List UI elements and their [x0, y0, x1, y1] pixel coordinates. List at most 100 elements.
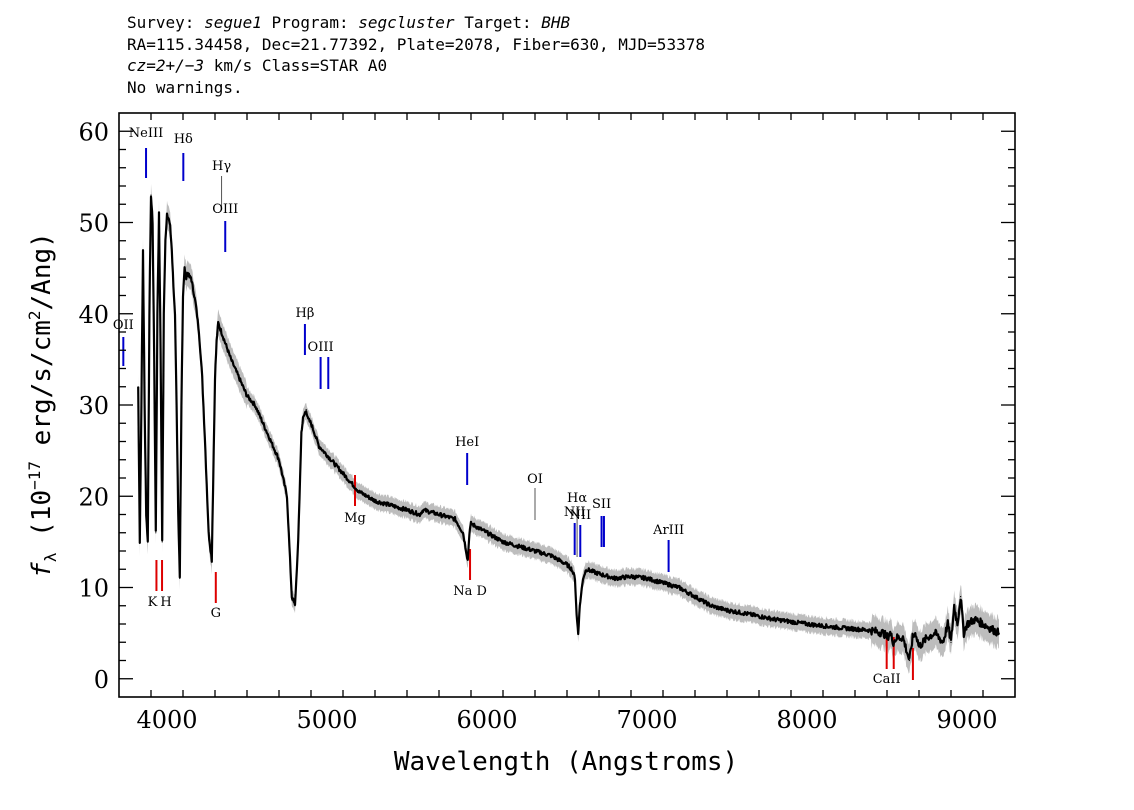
data-point	[164, 240, 166, 242]
line-label-h-: Hγ	[212, 159, 231, 174]
data-point	[998, 632, 1000, 634]
y-tick-label: 40	[78, 301, 109, 329]
data-point	[262, 422, 264, 424]
x-tick-label: 7000	[616, 706, 677, 734]
target-label: Target:	[464, 13, 532, 32]
data-point	[870, 629, 872, 632]
data-point	[147, 541, 149, 543]
data-point	[470, 523, 472, 525]
error-band-layer	[138, 183, 999, 674]
line-label-h-: Hδ	[174, 132, 193, 147]
data-point	[169, 226, 171, 228]
x-tick-label: 8000	[776, 706, 837, 734]
data-point	[140, 404, 142, 406]
line-label-sii: SII	[592, 497, 611, 512]
data-point	[350, 482, 352, 484]
y-tick-label: 50	[78, 210, 109, 238]
data-point	[158, 212, 160, 214]
data-point	[294, 605, 296, 607]
data-point	[310, 422, 312, 424]
header-line-survey: Survey: segue1 Program: segcluster Targe…	[127, 12, 705, 34]
y-tick-label: 0	[94, 666, 109, 694]
data-point	[153, 358, 155, 360]
data-point	[774, 618, 776, 621]
data-point	[889, 632, 891, 634]
data-point	[585, 568, 587, 570]
data-point	[300, 431, 302, 433]
data-point	[571, 568, 573, 570]
x-axis-title: Wavelength (Angstroms)	[394, 747, 738, 777]
data-point	[838, 627, 840, 629]
program-value: segcluster	[358, 13, 455, 32]
data-point	[726, 609, 728, 611]
data-point	[161, 541, 163, 543]
data-point	[225, 345, 227, 347]
data-point	[184, 267, 186, 269]
data-point	[947, 623, 949, 625]
data-point	[214, 377, 216, 379]
data-point	[374, 500, 376, 502]
data-point	[198, 331, 200, 333]
data-point	[166, 212, 168, 214]
data-point	[886, 637, 888, 639]
data-point	[188, 276, 190, 278]
header-line-coordinates: RA=115.34458, Dec=21.77392, Plate=2078, …	[127, 34, 705, 54]
line-label-h: H	[160, 595, 171, 610]
data-point	[963, 632, 965, 634]
data-point	[896, 637, 898, 639]
data-point	[163, 313, 165, 315]
data-point	[160, 349, 162, 351]
data-point	[646, 577, 648, 580]
data-point	[576, 614, 578, 616]
data-point	[204, 450, 206, 452]
data-point	[950, 641, 952, 643]
data-point	[915, 632, 917, 634]
data-point	[201, 377, 203, 379]
data-point	[192, 285, 194, 287]
data-point	[187, 272, 189, 274]
data-point	[390, 504, 392, 506]
y-axis-title: fλ (10−17 erg/s/cm2/Ang)	[25, 232, 60, 578]
data-point	[892, 641, 895, 643]
data-point	[139, 541, 141, 543]
y-tick-label: 30	[78, 392, 109, 420]
data-point	[216, 340, 218, 342]
survey-label: Survey:	[127, 13, 195, 32]
data-point	[190, 276, 192, 278]
x-tick-label: 4000	[136, 706, 197, 734]
survey-value: segue1	[204, 13, 262, 32]
data-point	[454, 518, 456, 520]
data-point	[208, 532, 210, 534]
data-point	[662, 582, 664, 584]
data-point	[982, 623, 984, 625]
data-point	[406, 509, 408, 511]
data-point	[478, 527, 480, 529]
data-point	[238, 377, 240, 379]
data-point	[222, 336, 224, 338]
data-point	[710, 605, 712, 607]
data-point	[502, 541, 504, 543]
data-point	[550, 555, 552, 557]
target-value: BHB	[541, 13, 571, 32]
data-point	[156, 313, 158, 315]
data-point	[966, 623, 968, 625]
data-point	[577, 632, 579, 634]
data-point	[694, 596, 696, 598]
header-line-redshift: cz=2+/−3 km/s Class=STAR A0	[127, 55, 705, 77]
program-label: Program:	[271, 13, 349, 32]
data-point	[171, 249, 173, 251]
line-label-h-: Hβ	[295, 306, 314, 321]
data-point	[342, 472, 344, 474]
data-point	[219, 326, 221, 328]
spectrum-series-layer	[137, 194, 1000, 662]
data-point	[155, 532, 157, 534]
data-point	[630, 575, 632, 578]
spectrum-header: Survey: segue1 Program: segcluster Targe…	[127, 12, 705, 98]
line-label-mg: Mg	[344, 511, 366, 526]
data-point	[211, 559, 213, 561]
data-point	[180, 404, 182, 406]
data-point	[598, 573, 600, 575]
data-point	[307, 418, 309, 420]
data-point	[220, 331, 222, 333]
